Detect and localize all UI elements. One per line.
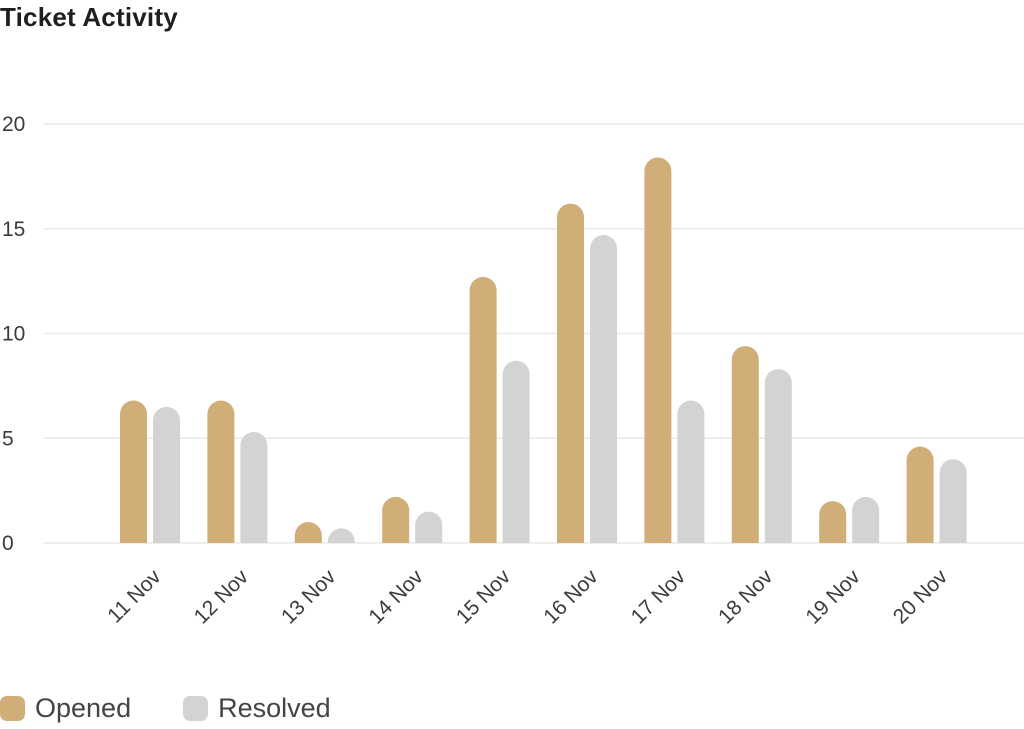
- x-tick-label: 17 Nov: [627, 565, 691, 629]
- legend-item-resolved[interactable]: Resolved: [183, 693, 331, 724]
- y-axis-ticks: 0 5 10 15 20: [2, 113, 25, 555]
- bar-opened[interactable]: [294, 522, 322, 543]
- bar-resolved[interactable]: [852, 496, 880, 543]
- chart-legend: Opened Resolved: [0, 693, 331, 724]
- bar-opened[interactable]: [382, 496, 410, 543]
- legend-swatch-opened: [0, 696, 25, 721]
- bar-opened[interactable]: [557, 203, 584, 544]
- x-tick-label: 12 Nov: [190, 565, 254, 629]
- bar-resolved[interactable]: [764, 369, 792, 543]
- bar-resolved[interactable]: [327, 528, 355, 543]
- x-tick-label: 16 Nov: [539, 565, 603, 629]
- bar-resolved[interactable]: [502, 360, 530, 543]
- x-tick-label: 18 Nov: [714, 565, 778, 629]
- bars: [120, 157, 967, 544]
- bar-opened[interactable]: [731, 346, 759, 543]
- y-tick-label: 0: [2, 532, 14, 555]
- bar-resolved[interactable]: [240, 431, 268, 543]
- bar-opened[interactable]: [906, 446, 934, 543]
- x-tick-label: 11 Nov: [103, 565, 166, 628]
- y-tick-label: 20: [2, 113, 25, 136]
- bar-resolved[interactable]: [415, 511, 443, 543]
- y-tick-label: 5: [2, 427, 14, 450]
- chart-title: Ticket Activity: [0, 2, 178, 32]
- legend-label-resolved: Resolved: [218, 693, 331, 723]
- x-tick-label: 19 Nov: [801, 565, 865, 629]
- y-tick-label: 15: [2, 218, 25, 241]
- x-axis-ticks: 11 Nov 12 Nov 13 Nov 14 Nov 15 Nov 16 Nov 17 N…: [103, 565, 952, 629]
- x-tick-label: 15 Nov: [452, 565, 516, 629]
- y-tick-label: 10: [2, 323, 25, 346]
- bar-opened[interactable]: [819, 501, 847, 543]
- bar-opened[interactable]: [469, 276, 497, 543]
- bar-resolved[interactable]: [939, 459, 967, 543]
- x-tick-label: 14 Nov: [364, 565, 428, 629]
- x-tick-label: 13 Nov: [277, 565, 341, 629]
- legend-label-opened: Opened: [35, 693, 132, 723]
- bar-resolved[interactable]: [590, 235, 617, 543]
- legend-swatch-resolved: [183, 696, 209, 721]
- bar-opened[interactable]: [207, 400, 235, 543]
- bar-opened[interactable]: [644, 157, 672, 543]
- legend-item-opened[interactable]: Opened: [0, 693, 131, 724]
- bar-resolved[interactable]: [153, 406, 180, 543]
- bar-opened[interactable]: [120, 400, 147, 543]
- x-tick-label: 20 Nov: [889, 565, 953, 629]
- bar-resolved[interactable]: [677, 400, 705, 543]
- gridlines: [44, 123, 1024, 544]
